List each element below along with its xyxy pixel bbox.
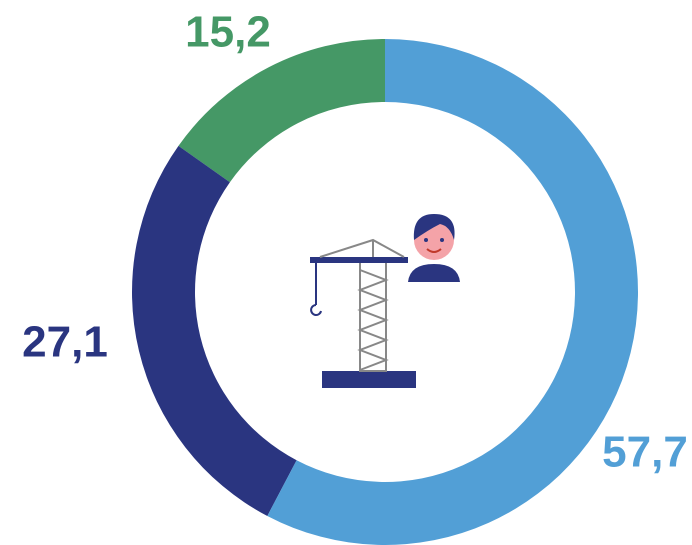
donut-segment: [178, 39, 385, 183]
donut-segment: [267, 39, 638, 545]
value-label: 57,7: [602, 428, 688, 477]
value-label: 15,2: [185, 8, 271, 57]
center-icon: [310, 214, 460, 388]
value-label: 27,1: [22, 318, 108, 367]
donut-segment: [132, 145, 297, 516]
